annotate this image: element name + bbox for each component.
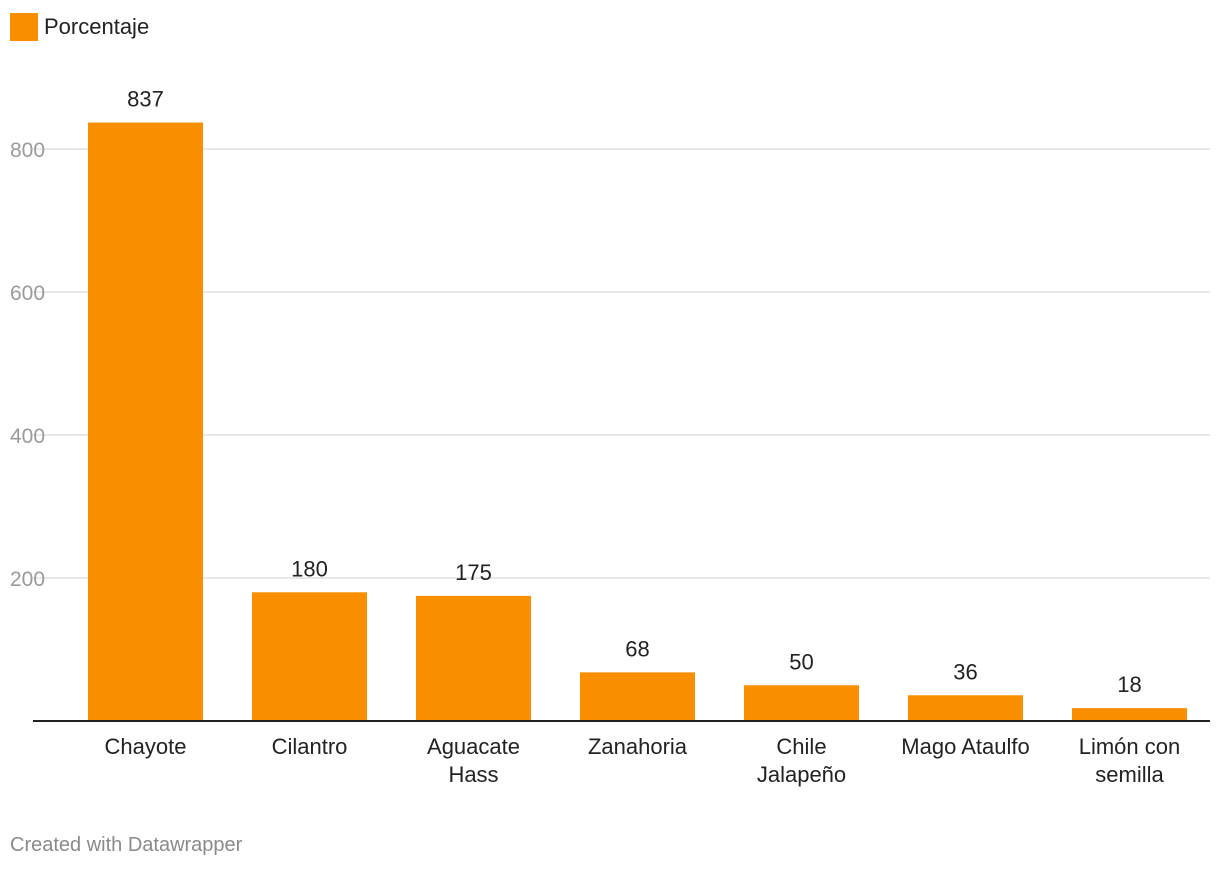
data-label: 18 bbox=[1117, 672, 1141, 697]
bars bbox=[88, 122, 1187, 722]
legend-swatch bbox=[10, 13, 38, 41]
legend: Porcentaje bbox=[10, 13, 149, 41]
x-tick-label: Limón con semilla bbox=[1079, 734, 1181, 787]
x-tick-label: Chayote bbox=[105, 734, 187, 759]
data-label: 180 bbox=[291, 556, 328, 581]
y-tick-label: 400 bbox=[10, 425, 45, 448]
bar bbox=[1072, 708, 1187, 721]
y-axis: 200 400 600 800 bbox=[10, 139, 45, 591]
data-labels: 837 180 175 68 50 36 18 bbox=[127, 87, 1142, 698]
data-label: 68 bbox=[625, 636, 649, 661]
data-label: 175 bbox=[455, 560, 492, 585]
x-tick-label: Cilantro bbox=[272, 734, 348, 759]
data-label: 837 bbox=[127, 87, 164, 112]
bar bbox=[744, 685, 859, 721]
y-tick-label: 200 bbox=[10, 568, 45, 591]
data-label: 36 bbox=[953, 659, 977, 684]
data-label: 50 bbox=[789, 649, 813, 674]
x-tick-label: Aguacate Hass bbox=[427, 734, 520, 787]
y-tick-label: 600 bbox=[10, 282, 45, 305]
bar bbox=[252, 592, 367, 721]
x-tick-label: Mago Ataulfo bbox=[901, 734, 1029, 759]
bar bbox=[580, 672, 695, 721]
grid-lines bbox=[33, 148, 1210, 579]
bar bbox=[908, 695, 1023, 721]
x-axis: Chayote Cilantro Aguacate Hass Zanahoria Chil… bbox=[33, 720, 1210, 787]
bar bbox=[88, 122, 203, 722]
bar bbox=[416, 595, 531, 721]
x-tick-label: Zanahoria bbox=[588, 734, 688, 759]
legend-label: Porcentaje bbox=[44, 14, 150, 39]
credit-text: Created with Datawrapper bbox=[10, 834, 243, 856]
x-tick-label: Chile Jalapeño bbox=[757, 734, 846, 787]
y-tick-label: 800 bbox=[10, 139, 45, 162]
